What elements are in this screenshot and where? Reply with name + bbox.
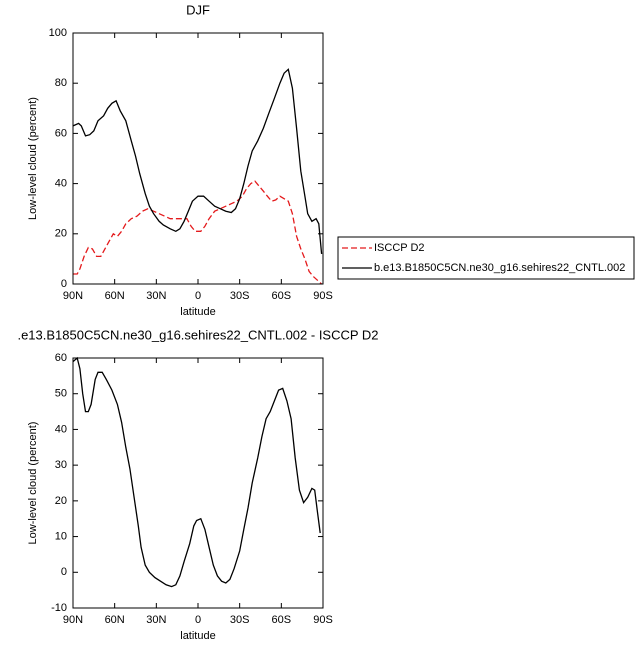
y-tick-label: 30 (55, 459, 67, 471)
x-tick-label: 90N (63, 614, 83, 626)
x-tick-label: 60S (272, 614, 292, 626)
y-tick-label: -10 (51, 602, 67, 614)
y-tick-label: 40 (55, 423, 67, 435)
x-tick-label: 30S (230, 614, 250, 626)
x-tick-label: 90S (313, 614, 333, 626)
x-tick-label: 0 (195, 290, 201, 302)
chart-title: .e13.B1850C5CN.ne30_g16.sehires22_CNTL.0… (17, 327, 378, 342)
x-tick-label: 60N (105, 614, 125, 626)
y-tick-label: 60 (55, 352, 67, 364)
y-axis-label: Low-level cloud (percent) (27, 422, 39, 545)
y-tick-label: 20 (55, 228, 67, 240)
x-tick-label: 60S (272, 290, 292, 302)
y-tick-label: 80 (55, 77, 67, 89)
x-tick-label: 0 (195, 614, 201, 626)
data-line (72, 68, 323, 254)
data-line (73, 180, 323, 285)
y-tick-label: 0 (61, 278, 67, 290)
x-tick-label: 30N (146, 614, 166, 626)
plot-frame (72, 32, 324, 285)
y-tick-label: 10 (55, 530, 67, 542)
legend-label: b.e13.B1850C5CN.ne30_g16.sehires22_CNTL.… (374, 262, 625, 274)
x-axis-label: latitude (180, 630, 215, 642)
y-axis-label: Low-level cloud (percent) (27, 97, 39, 220)
y-tick-label: 100 (49, 27, 67, 39)
x-axis-label: latitude (180, 306, 215, 318)
y-tick-label: 40 (55, 178, 67, 190)
x-tick-label: 60N (105, 290, 125, 302)
x-tick-label: 90N (63, 290, 83, 302)
x-tick-label: 30N (146, 290, 166, 302)
legend-label: ISCCP D2 (374, 242, 425, 254)
data-line (72, 356, 321, 588)
plot-frame (72, 357, 324, 609)
y-tick-label: 0 (61, 566, 67, 578)
y-tick-label: 20 (55, 495, 67, 507)
chart-title: DJF (186, 2, 210, 17)
y-tick-label: 60 (55, 127, 67, 139)
x-tick-label: 90S (313, 290, 333, 302)
x-tick-label: 30S (230, 290, 250, 302)
legend-box (337, 236, 635, 280)
y-tick-label: 50 (55, 388, 67, 400)
